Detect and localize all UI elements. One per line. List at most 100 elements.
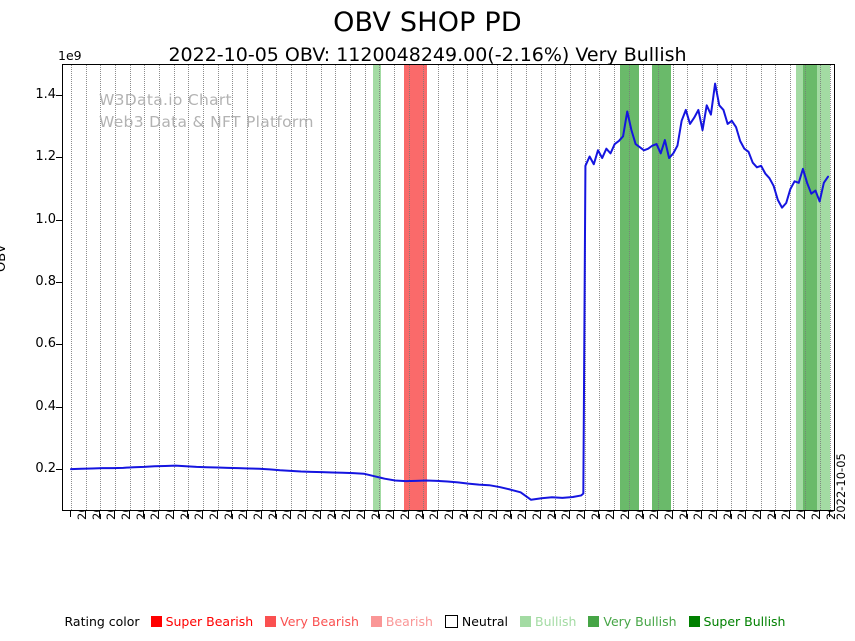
legend-label: Neutral bbox=[461, 614, 509, 629]
gridline bbox=[335, 65, 337, 510]
gridline bbox=[437, 65, 439, 510]
x-tick-mark bbox=[829, 511, 830, 517]
x-tick-mark bbox=[407, 511, 409, 517]
gridline bbox=[247, 65, 249, 510]
x-tick-mark bbox=[275, 511, 277, 517]
gridline bbox=[305, 65, 307, 510]
x-tick-mark bbox=[671, 511, 673, 517]
x-tick-mark bbox=[172, 511, 174, 517]
rating-band-very-bearish bbox=[404, 65, 428, 510]
gridline bbox=[261, 65, 263, 510]
legend-item-very-bullish[interactable]: Very Bullish bbox=[588, 614, 677, 629]
legend-label: Super Bearish bbox=[165, 614, 254, 629]
y-tick-mark bbox=[56, 282, 62, 284]
gridline bbox=[628, 65, 630, 510]
gridline bbox=[731, 65, 733, 510]
legend-item-neutral[interactable]: Neutral bbox=[444, 614, 509, 629]
x-tick-mark bbox=[84, 511, 86, 517]
gridline bbox=[540, 65, 542, 510]
legend-label: Bearish bbox=[385, 614, 433, 629]
gridline bbox=[364, 65, 366, 510]
x-tick-mark bbox=[627, 511, 629, 517]
legend-item-very-bearish[interactable]: Very Bearish bbox=[265, 614, 359, 629]
x-tick-mark bbox=[745, 511, 747, 517]
gridline bbox=[291, 65, 293, 510]
gridline bbox=[320, 65, 322, 510]
x-tick-mark bbox=[290, 511, 292, 517]
gridline bbox=[393, 65, 395, 510]
x-tick-mark bbox=[774, 511, 776, 517]
x-tick-mark bbox=[304, 511, 306, 517]
y-tick-mark bbox=[56, 344, 62, 346]
gridline bbox=[746, 65, 748, 510]
y-tick-label: 0.8 bbox=[35, 274, 56, 290]
x-tick-mark bbox=[818, 511, 820, 517]
gridline bbox=[188, 65, 190, 510]
x-tick-mark bbox=[348, 511, 350, 517]
x-tick-mark bbox=[657, 511, 659, 517]
legend-swatch-icon bbox=[444, 615, 458, 628]
legend-item-super-bullish[interactable]: Super Bullish bbox=[688, 614, 785, 629]
gridline bbox=[408, 65, 410, 510]
x-tick-mark bbox=[158, 511, 160, 517]
rating-band-very-bullish bbox=[651, 65, 671, 510]
chart-subtitle: 2022-10-05 OBV: 1120048249.00(-2.16%) Ve… bbox=[168, 44, 687, 66]
legend-swatch-icon bbox=[588, 616, 600, 627]
watermark-line-1: W3Data.io Chart bbox=[99, 91, 232, 109]
x-tick-mark bbox=[216, 511, 218, 517]
gridline bbox=[819, 65, 821, 510]
legend-swatch-icon bbox=[150, 616, 162, 627]
obv-line-series bbox=[63, 65, 834, 510]
x-tick-mark bbox=[260, 511, 262, 517]
legend-label: Bullish bbox=[535, 614, 577, 629]
gridline bbox=[555, 65, 557, 510]
watermark-line-2: Web3 Data & NFT Platform bbox=[99, 113, 314, 131]
rating-band-bullish bbox=[372, 65, 382, 510]
legend-item-bullish[interactable]: Bullish bbox=[520, 614, 576, 629]
legend: Rating color Super Bearish Very Bearish Be… bbox=[0, 614, 855, 629]
gridline bbox=[379, 65, 381, 510]
gridline bbox=[159, 65, 161, 510]
x-tick-mark bbox=[789, 511, 791, 517]
legend-swatch-icon bbox=[688, 616, 700, 627]
x-tick-mark bbox=[759, 511, 761, 517]
x-tick-mark bbox=[246, 511, 248, 517]
gridline bbox=[570, 65, 571, 510]
legend-item-super-bearish[interactable]: Super Bearish bbox=[150, 614, 254, 629]
gridline bbox=[144, 65, 146, 510]
y-tick-mark bbox=[56, 406, 62, 408]
legend-swatch-icon bbox=[520, 616, 532, 627]
legend-item-bearish[interactable]: Bearish bbox=[370, 614, 433, 629]
gridline bbox=[775, 65, 777, 510]
x-tick-mark bbox=[466, 511, 468, 517]
y-tick-mark bbox=[56, 157, 62, 159]
x-tick-mark bbox=[231, 511, 233, 517]
gridline bbox=[452, 65, 454, 510]
y-tick-label: 0.2 bbox=[35, 460, 56, 476]
x-tick-mark bbox=[730, 511, 732, 517]
x-tick-mark bbox=[480, 511, 482, 517]
x-tick-mark bbox=[436, 511, 438, 517]
x-tick-mark bbox=[70, 511, 71, 517]
y-tick-mark bbox=[56, 219, 62, 221]
x-tick-mark bbox=[378, 511, 380, 517]
y-tick-label: 0.6 bbox=[35, 336, 56, 352]
gridline bbox=[599, 65, 601, 510]
x-tick-mark bbox=[803, 511, 805, 517]
y-tick-label: 1.0 bbox=[35, 211, 56, 227]
rating-band-very-bullish bbox=[620, 65, 640, 510]
x-tick-mark bbox=[715, 511, 717, 517]
chart-title: OBV SHOP PD bbox=[333, 7, 522, 38]
x-tick-mark bbox=[363, 511, 365, 517]
x-tick-mark bbox=[451, 511, 453, 517]
gridline bbox=[804, 65, 806, 510]
gridline bbox=[423, 65, 425, 510]
x-tick-mark bbox=[187, 511, 189, 517]
gridline bbox=[658, 65, 660, 510]
rating-band-very-bullish bbox=[802, 65, 818, 510]
x-tick-mark bbox=[202, 511, 204, 517]
x-tick-mark bbox=[392, 511, 394, 517]
gridline bbox=[203, 65, 205, 510]
legend-label: Very Bearish bbox=[280, 614, 359, 629]
